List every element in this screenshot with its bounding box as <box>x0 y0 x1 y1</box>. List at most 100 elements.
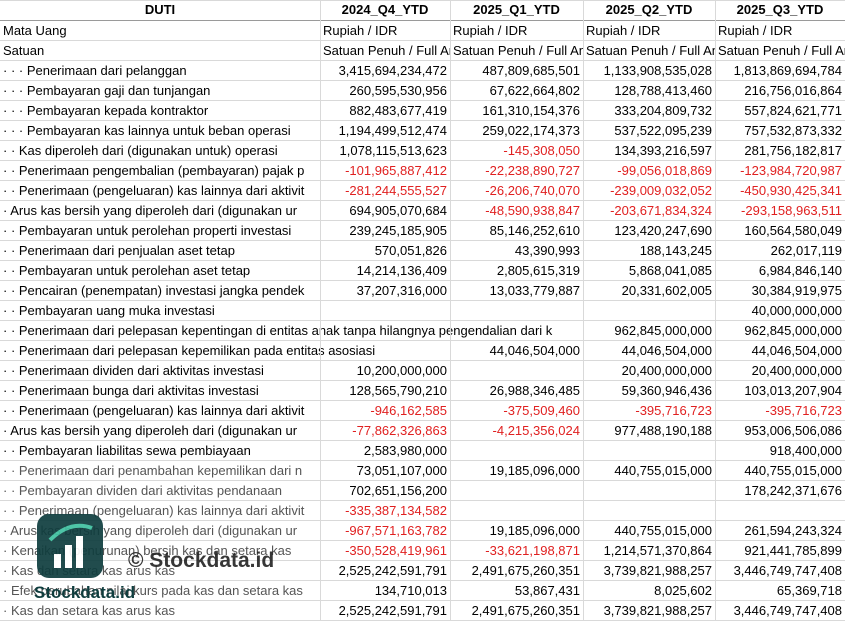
cell-value: 188,143,245 <box>639 243 712 258</box>
cell-value: 2,525,242,591,791 <box>338 603 447 618</box>
cell-value: 1,133,908,535,028 <box>603 63 712 78</box>
cell-value: 8,025,602 <box>654 583 712 598</box>
cell-value: 43,390,993 <box>514 243 580 258</box>
cell-value: 128,788,413,460 <box>614 83 712 98</box>
grid-line <box>0 220 845 221</box>
row-label: · · · Pembayaran gaji dan tunjangan <box>3 83 211 98</box>
grid-line <box>0 360 845 361</box>
row-label: · · · Pembayaran kas lainnya untuk beban… <box>3 123 291 138</box>
cell-value: -22,238,890,727 <box>485 163 580 178</box>
row-label: · · Penerimaan (pengeluaran) kas lainnya… <box>3 183 305 198</box>
header-cell: 2025_Q3_YTD <box>736 2 824 17</box>
grid-line <box>0 580 845 581</box>
cell-value: 487,809,685,501 <box>482 63 580 78</box>
cell-value: Satuan Penuh / Full Amount <box>586 43 715 58</box>
cell-value: 53,867,431 <box>514 583 580 598</box>
cell-value: Satuan Penuh / Full Amount <box>453 43 583 58</box>
cell-value: 178,242,371,676 <box>744 483 842 498</box>
grid-line <box>0 300 845 301</box>
cell-value: 128,565,790,210 <box>349 383 447 398</box>
cell-value: -33,621,198,871 <box>485 543 580 558</box>
cell-value: -48,590,938,847 <box>485 203 580 218</box>
cell-value: 962,845,000,000 <box>614 323 712 338</box>
cell-value: 20,400,000,000 <box>621 363 712 378</box>
grid-line <box>0 20 845 21</box>
cell-value: 882,483,677,419 <box>349 103 447 118</box>
grid-line <box>0 440 845 441</box>
table-row: · Arus kas bersih yang diperoleh dari (d… <box>0 521 845 541</box>
cell-value: 10,200,000,000 <box>356 363 447 378</box>
cell-value: 702,651,156,200 <box>349 483 447 498</box>
header-row: DUTI 2024_Q4_YTD 2025_Q1_YTD 2025_Q2_YTD 202… <box>0 0 845 20</box>
cell-value: 570,051,826 <box>374 243 447 258</box>
grid-line <box>0 420 845 421</box>
cell-value: 757,532,873,332 <box>744 123 842 138</box>
cell-value: 20,400,000,000 <box>751 363 842 378</box>
cell-value: 2,491,675,260,351 <box>471 603 580 618</box>
grid-line <box>320 0 321 621</box>
cell-value: 2,491,675,260,351 <box>471 563 580 578</box>
cell-value: 694,905,070,684 <box>349 203 447 218</box>
row-label: · Arus kas bersih yang diperoleh dari (d… <box>3 523 298 538</box>
table-row: · · Pembayaran liabilitas sewa pembiayaa… <box>0 441 845 461</box>
grid-line <box>0 540 845 541</box>
grid-line <box>0 480 845 481</box>
grid-line <box>0 340 845 341</box>
cell-value: 2,583,980,000 <box>363 443 447 458</box>
cell-value: 59,360,946,436 <box>621 383 712 398</box>
row-label: · Efek perubahan nilai kurs pada kas dan… <box>3 583 303 598</box>
table-row: · · Pembayaran dividen dari aktivitas pe… <box>0 481 845 501</box>
table-row: · · Pembayaran untuk perolehan properti … <box>0 221 845 241</box>
cell-value: -101,965,887,412 <box>345 163 447 178</box>
cell-value: 918,400,000 <box>769 443 842 458</box>
table-row: · · Penerimaan (pengeluaran) kas lainnya… <box>0 181 845 201</box>
cell-value: 261,594,243,324 <box>744 523 842 538</box>
cell-value: 557,824,621,771 <box>744 103 842 118</box>
grid-line <box>0 240 845 241</box>
row-label: · · Penerimaan dividen dari aktivitas in… <box>3 363 264 378</box>
cell-value: -395,716,723 <box>765 403 842 418</box>
cell-value: 103,013,207,904 <box>744 383 842 398</box>
row-label: · · Pencairan (penempatan) investasi jan… <box>3 283 305 298</box>
cell-value: 259,022,174,373 <box>482 123 580 138</box>
grid-line <box>0 80 845 81</box>
cell-value: 3,739,821,988,257 <box>603 603 712 618</box>
cell-value: -145,308,050 <box>503 143 580 158</box>
cell-value: 44,046,504,000 <box>489 343 580 358</box>
table-row: · · Penerimaan dari pelepasan kepentinga… <box>0 321 845 341</box>
table-row: · · Penerimaan pengembalian (pembayaran)… <box>0 161 845 181</box>
table-row: · · Penerimaan bunga dari aktivitas inve… <box>0 381 845 401</box>
grid-line <box>0 160 845 161</box>
cell-value: 67,622,664,802 <box>489 83 580 98</box>
row-label: · · Penerimaan dari pelepasan kepemilika… <box>3 343 376 358</box>
grid-line <box>0 0 845 1</box>
grid-line <box>715 0 716 621</box>
cell-value: -395,716,723 <box>635 403 712 418</box>
cell-value: 921,441,785,899 <box>744 543 842 558</box>
cell-value: -967,571,163,782 <box>345 523 447 538</box>
cell-value: Satuan Penuh / Full Amount <box>718 43 845 58</box>
grid-line <box>0 180 845 181</box>
cell-value: 44,046,504,000 <box>621 343 712 358</box>
row-label: · · Pembayaran dividen dari aktivitas pe… <box>3 483 282 498</box>
cell-value: -203,671,834,324 <box>610 203 712 218</box>
header-cell: 2024_Q4_YTD <box>341 2 429 17</box>
header-cell: DUTI <box>144 2 176 17</box>
cell-value: 2,805,615,319 <box>496 263 580 278</box>
cell-value: 3,739,821,988,257 <box>603 563 712 578</box>
cell-value: -293,158,963,511 <box>741 203 842 218</box>
table-row: · Kas dan setara kas arus kas 2,525,242,5… <box>0 601 845 621</box>
cell-value: 216,756,016,864 <box>744 83 842 98</box>
row-label: · · Penerimaan (pengeluaran) kas lainnya… <box>3 503 305 518</box>
cell-value: 1,813,869,694,784 <box>733 63 842 78</box>
cell-value: 977,488,190,188 <box>614 423 712 438</box>
cell-value: -375,509,460 <box>503 403 580 418</box>
table-row: · Arus kas bersih yang diperoleh dari (d… <box>0 421 845 441</box>
row-label: · · Penerimaan pengembalian (pembayaran)… <box>3 163 305 178</box>
cell-value: -281,244,555,527 <box>345 183 447 198</box>
table-row: · Kenaikan (penurunan) bersih kas dan se… <box>0 541 845 561</box>
cell-value: 134,393,216,597 <box>614 143 712 158</box>
row-label: Mata Uang <box>3 23 67 38</box>
cell-value: 134,710,013 <box>374 583 447 598</box>
